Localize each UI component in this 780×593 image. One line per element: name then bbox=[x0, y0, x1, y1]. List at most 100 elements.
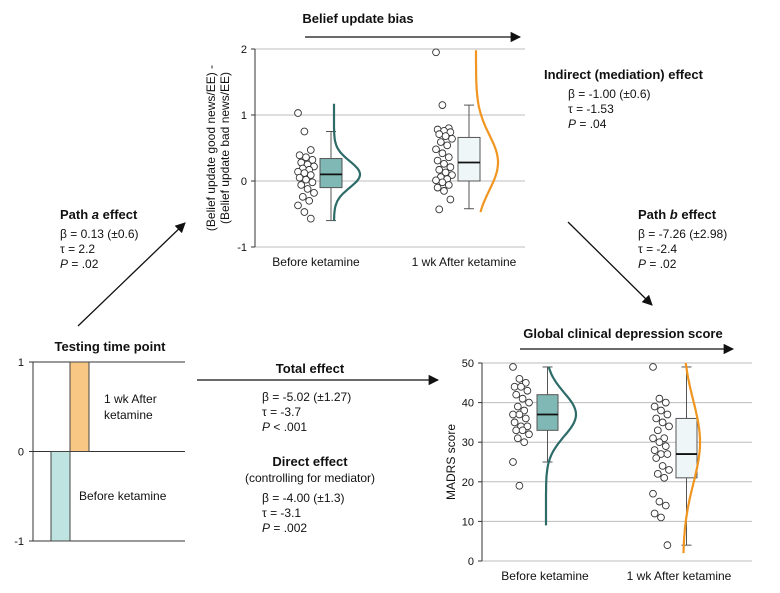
data-point bbox=[665, 422, 673, 431]
y-tick-label: 1 bbox=[241, 110, 247, 122]
data-point bbox=[663, 541, 672, 550]
data-point bbox=[438, 101, 447, 109]
data-point bbox=[650, 509, 659, 518]
data-point bbox=[661, 398, 670, 407]
testing-chart-title: Testing time point bbox=[55, 339, 167, 354]
data-point bbox=[652, 454, 661, 462]
data-point bbox=[665, 466, 673, 474]
bar-category-label: Before ketamine bbox=[79, 489, 167, 503]
data-point bbox=[436, 138, 445, 146]
data-point bbox=[438, 178, 447, 187]
bar-1 bbox=[50, 451, 71, 542]
data-point bbox=[515, 410, 524, 419]
data-point bbox=[294, 201, 302, 210]
path-a-beta: β = 0.13 (±0.6) bbox=[60, 227, 139, 241]
direct-title: Direct effect bbox=[272, 454, 348, 469]
belief-update-chart: -1 0 1 2 (Belief update good news/EE) - (Beli… bbox=[204, 44, 525, 269]
x-category-label: 1 wk After ketamine bbox=[412, 255, 517, 269]
bar-0 bbox=[69, 361, 90, 452]
bar-y-tick-label: 1 bbox=[18, 357, 24, 369]
data-point bbox=[655, 497, 664, 506]
data-point bbox=[306, 214, 315, 223]
data-point bbox=[302, 175, 310, 184]
data-point bbox=[649, 434, 657, 443]
bar-category-label: ketamine bbox=[104, 408, 153, 422]
data-point bbox=[655, 394, 664, 403]
testing-time-point-chart: 1 0 -1 1 wk After ketamine Before ketamine bbox=[14, 357, 185, 548]
density-curve bbox=[474, 50, 500, 213]
madrs-chart: 0 10 20 30 40 50 MADRS score Before ketamine 1 w… bbox=[444, 358, 752, 583]
data-point bbox=[295, 151, 304, 160]
data-point bbox=[509, 363, 517, 371]
belief-chart-title: Belief update bias bbox=[302, 11, 413, 26]
bar-y-tick-label: 0 bbox=[18, 447, 24, 459]
data-point bbox=[663, 410, 672, 419]
data-point bbox=[661, 442, 670, 451]
total-p: P < .001 bbox=[262, 420, 307, 434]
box bbox=[675, 417, 698, 479]
data-point bbox=[512, 390, 521, 399]
y-tick-label: 50 bbox=[462, 358, 474, 370]
box bbox=[319, 158, 343, 189]
indirect-tau: τ = -1.53 bbox=[568, 102, 614, 116]
data-point bbox=[441, 132, 450, 140]
path-a-arrow bbox=[77, 222, 186, 327]
data-point bbox=[300, 208, 309, 216]
path-b-tau: τ = -2.4 bbox=[638, 242, 677, 256]
data-point bbox=[518, 394, 527, 403]
path-a-title: Path a effect bbox=[60, 207, 138, 222]
x-category-label: 1 wk After ketamine bbox=[627, 569, 732, 583]
y-tick-label: 2 bbox=[241, 44, 247, 56]
total-effect-stats: Total effect β = -5.02 (±1.27) τ = -3.7 … bbox=[262, 361, 351, 434]
data-point bbox=[518, 426, 527, 435]
direct-tau: τ = -3.1 bbox=[262, 506, 301, 520]
data-point bbox=[658, 462, 667, 470]
data-point bbox=[657, 406, 665, 415]
data-point bbox=[525, 430, 533, 439]
box bbox=[536, 394, 559, 431]
data-point bbox=[303, 185, 312, 193]
y-tick-label: 0 bbox=[468, 556, 474, 568]
data-point bbox=[306, 146, 315, 154]
data-point bbox=[448, 134, 456, 143]
y-axis-label: (Belief update bad news/EE) bbox=[218, 72, 232, 224]
data-point bbox=[432, 176, 440, 185]
indirect-p: P = .04 bbox=[568, 117, 607, 131]
data-point bbox=[446, 195, 455, 204]
data-point bbox=[298, 192, 307, 201]
data-point bbox=[310, 189, 318, 197]
data-point bbox=[443, 141, 452, 150]
data-point bbox=[655, 438, 664, 447]
data-point bbox=[515, 481, 524, 490]
y-tick-label: 30 bbox=[462, 437, 474, 449]
path-a-p: P = .02 bbox=[60, 257, 99, 271]
data-point bbox=[444, 181, 453, 189]
total-title: Total effect bbox=[276, 361, 345, 376]
data-point bbox=[650, 446, 659, 454]
y-tick-label: 10 bbox=[462, 516, 474, 528]
data-point bbox=[435, 130, 444, 138]
data-point bbox=[295, 173, 304, 182]
y-tick-label: 0 bbox=[241, 176, 247, 188]
data-point bbox=[300, 127, 309, 136]
data-point bbox=[297, 181, 306, 189]
direct-effect-stats: Direct effect (controlling for mediator)… bbox=[245, 454, 375, 535]
data-point bbox=[649, 489, 657, 498]
direct-subtitle: (controlling for mediator) bbox=[245, 471, 375, 485]
y-axis-label: (Belief update good news/EE) - bbox=[204, 65, 218, 231]
data-point bbox=[517, 382, 525, 391]
data-point bbox=[432, 145, 440, 154]
y-tick-label: -1 bbox=[237, 242, 247, 254]
y-tick-label: 20 bbox=[462, 477, 474, 489]
data-point bbox=[446, 163, 455, 171]
data-point bbox=[294, 109, 302, 117]
total-beta: β = -5.02 (±1.27) bbox=[262, 390, 351, 404]
data-point bbox=[663, 450, 672, 458]
data-point bbox=[306, 171, 315, 179]
indirect-title: Indirect (mediation) effect bbox=[544, 67, 704, 82]
data-point bbox=[513, 434, 522, 443]
data-point bbox=[435, 205, 444, 214]
data-point bbox=[438, 149, 447, 158]
bar-category-label: 1 wk After bbox=[104, 392, 157, 406]
data-point bbox=[433, 156, 442, 165]
